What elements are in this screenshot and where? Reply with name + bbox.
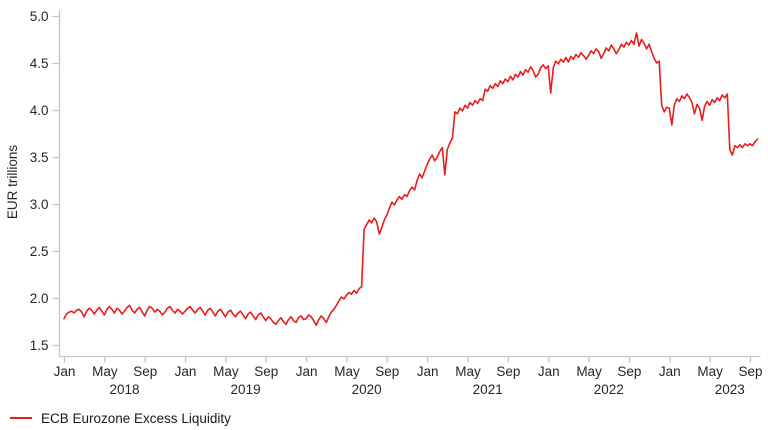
- line-chart-canvas: 1.5 2.0 2.5 3.0 3.5 4.0 4.5 5.0 Jan May Sep Jan May S…: [5, 9, 763, 397]
- legend-label: ECB Eurozone Excess Liquidity: [41, 410, 231, 426]
- chart-axes: [52, 10, 761, 363]
- legend-line-swatch: [10, 417, 32, 419]
- x-year-label: 2022: [594, 382, 624, 397]
- x-year-label: 2018: [110, 382, 140, 397]
- y-tick-label: 5.0: [30, 9, 49, 24]
- y-tick-label: 3.5: [30, 150, 49, 165]
- x-tick-month-label: Sep: [738, 364, 762, 379]
- x-year-label: 2021: [473, 382, 503, 397]
- x-tick-month-label: Sep: [254, 364, 278, 379]
- x-year-label: 2020: [352, 382, 382, 397]
- x-tick-month-label: May: [213, 364, 239, 379]
- x-tick-month-label: May: [576, 364, 602, 379]
- excess-liquidity-line: [63, 32, 759, 327]
- x-tick-month-label: Jan: [175, 364, 197, 379]
- y-axis-title: EUR trillions: [5, 145, 20, 220]
- y-tick-label: 1.5: [30, 338, 49, 353]
- x-tick-month-label: Jan: [296, 364, 318, 379]
- x-tick-month-label: Sep: [375, 364, 399, 379]
- chart-legend: ECB Eurozone Excess Liquidity: [10, 409, 231, 427]
- chart-series-line: [63, 32, 759, 327]
- x-tick-month-label: Jan: [659, 364, 681, 379]
- x-tick-month-label: May: [92, 364, 118, 379]
- x-tick-month-label: May: [334, 364, 360, 379]
- x-tick-month-label: Sep: [496, 364, 520, 379]
- x-year-label: 2023: [715, 382, 745, 397]
- x-year-label: 2019: [231, 382, 261, 397]
- x-tick-month-label: May: [455, 364, 481, 379]
- axis-tick-labels: 1.5 2.0 2.5 3.0 3.5 4.0 4.5 5.0 Jan May Sep Jan May S…: [30, 9, 763, 397]
- y-tick-label: 4.5: [30, 56, 49, 71]
- y-tick-label: 3.0: [30, 197, 49, 212]
- y-tick-label: 2.5: [30, 244, 49, 259]
- x-tick-month-label: Sep: [617, 364, 641, 379]
- y-tick-label: 4.0: [30, 103, 49, 118]
- y-tick-label: 2.0: [30, 291, 49, 306]
- x-tick-month-label: May: [697, 364, 723, 379]
- x-tick-month-label: Jan: [538, 364, 560, 379]
- x-tick-month-label: Jan: [54, 364, 76, 379]
- x-tick-month-label: Sep: [133, 364, 157, 379]
- x-tick-month-label: Jan: [417, 364, 439, 379]
